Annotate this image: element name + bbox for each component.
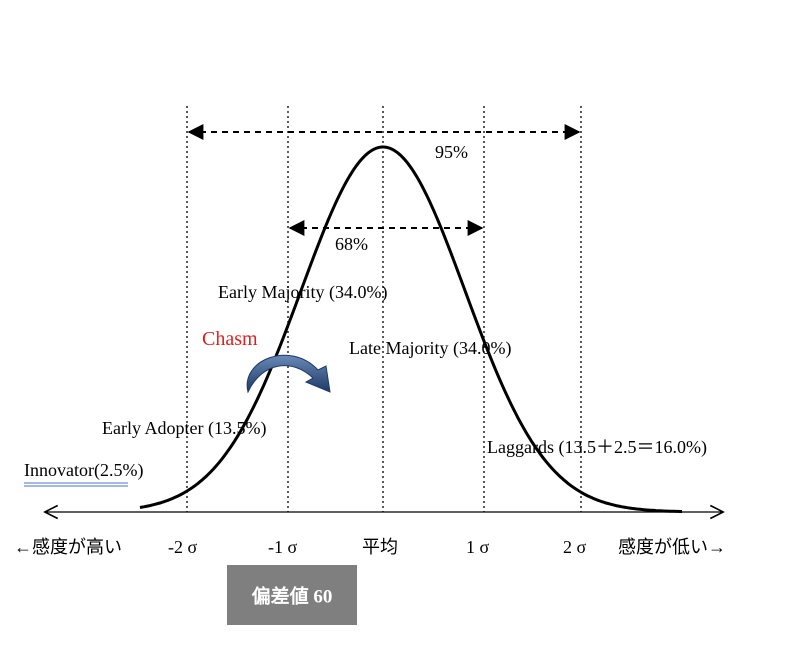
axis-label: 1 σ <box>466 537 490 557</box>
range-label: 95% <box>435 142 468 162</box>
axis-label: ←感度が高い <box>14 537 122 557</box>
segment-label: Early Adopter (13.5%) <box>102 418 266 439</box>
chasm-arrow <box>246 354 331 394</box>
segment-label: Innovator(2.5%) <box>24 460 143 481</box>
segment-label: Late Majority (34.0%) <box>349 338 511 359</box>
segment-label: Laggards (13.5＋2.5＝16.0%) <box>487 437 707 458</box>
axis-label: -1 σ <box>268 537 297 557</box>
axis-label: 2 σ <box>563 537 587 557</box>
axis-label: 感度が低い→ <box>618 537 726 557</box>
segment-label: Early Majority (34.0%) <box>218 282 387 303</box>
chasm-label: Chasm <box>202 328 258 350</box>
bell-curve <box>139 145 682 513</box>
badge <box>227 565 357 625</box>
range-label: 68% <box>335 234 368 254</box>
axis-label: -2 σ <box>168 537 197 557</box>
axis-label: 平均 <box>362 537 398 557</box>
badge-label: 偏差値 60 <box>252 584 333 607</box>
